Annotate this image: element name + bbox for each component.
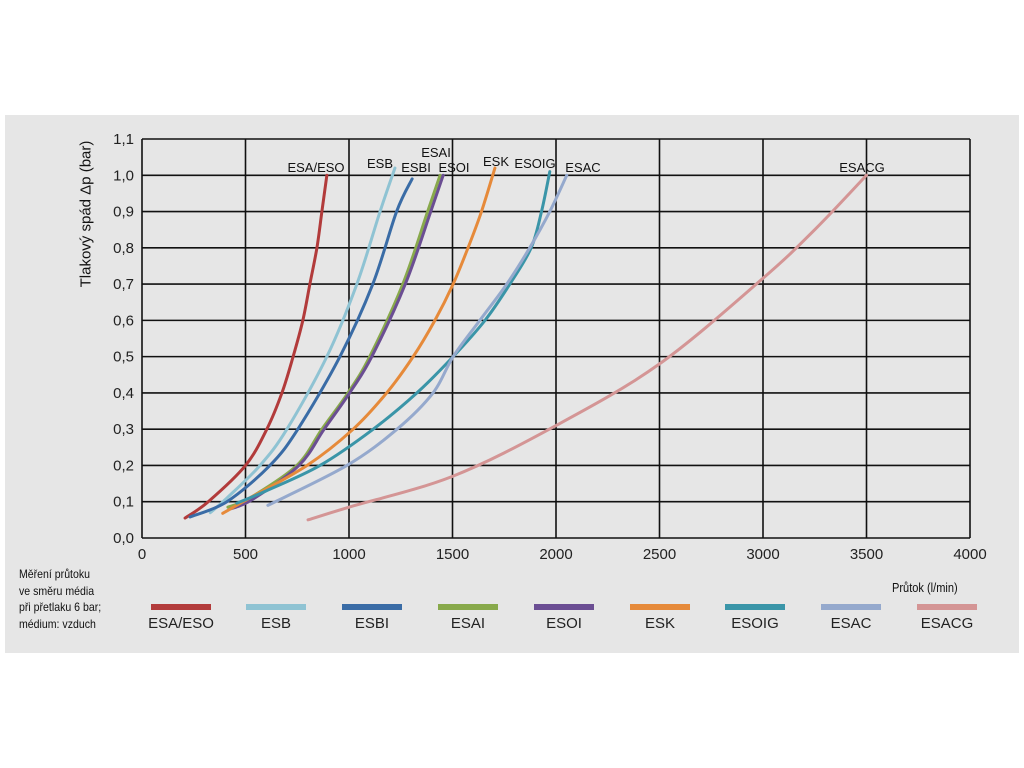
legend-item: ESACG	[902, 604, 992, 632]
series-line-esb	[208, 166, 397, 515]
legend-item: ESAC	[806, 604, 896, 632]
series-line-esa-eso	[183, 173, 329, 520]
x-tick-label: 4000	[953, 546, 986, 563]
legend-swatch	[821, 604, 881, 610]
series-line-esk	[221, 166, 497, 515]
legend-label: ESAI	[450, 615, 486, 632]
legend-label: ESOI	[546, 615, 582, 632]
y-tick-label: 0,9	[113, 204, 134, 221]
legend-item: ESAI	[423, 604, 513, 632]
series-line-esacg	[306, 173, 868, 522]
legend-label: ESB	[260, 615, 291, 632]
legend-label: ESBI	[354, 615, 390, 632]
legend-item: ESBI	[327, 604, 417, 632]
legend-swatch	[630, 604, 690, 610]
x-tick-label: 2500	[643, 546, 676, 563]
legend-item: ESB	[231, 604, 321, 632]
note-line: médium: vzduch	[19, 616, 96, 631]
note-line: Měření průtoku	[19, 567, 91, 581]
y-tick-label: 1,0	[113, 167, 134, 184]
curve-label: ESAC	[565, 160, 600, 175]
legend-swatch	[534, 604, 594, 610]
legend-swatch	[917, 604, 977, 610]
y-tick-label: 0,4	[113, 385, 134, 402]
legend-item: ESK	[615, 604, 705, 632]
x-axis-label: Průtok (l/min)	[892, 580, 958, 595]
legend-swatch	[342, 604, 402, 610]
legend-swatch	[725, 604, 785, 610]
legend-item: ESOIG	[710, 604, 800, 632]
legend-label: ESA/ESO	[148, 615, 214, 632]
y-tick-label: 0,6	[113, 312, 134, 329]
x-tick-label: 1500	[436, 546, 469, 563]
legend-swatch	[246, 604, 306, 610]
curve-label: ESOI	[438, 160, 469, 175]
curve-label: ESB	[367, 156, 393, 171]
y-tick-label: 0,8	[113, 240, 134, 257]
curve-label: ESA/ESO	[287, 160, 344, 175]
y-axis-label: Tlakový spád Δp (bar)	[77, 140, 95, 288]
x-tick-label: 2000	[539, 546, 572, 563]
legend-item: ESA/ESO	[136, 604, 226, 632]
legend-label: ESOIG	[731, 615, 779, 632]
y-tick-label: 0,1	[113, 494, 134, 511]
legend-label: ESAC	[830, 615, 872, 632]
y-tick-label: 0,3	[113, 421, 134, 438]
curve-label: ESACG	[839, 160, 885, 175]
y-tick-label: 0,2	[113, 457, 134, 474]
chart-panel	[5, 115, 1019, 653]
series-line-esoi	[228, 173, 445, 511]
curve-label: ESBI	[401, 160, 431, 175]
x-tick-label: 3500	[850, 546, 883, 563]
legend-label: ESACG	[920, 615, 974, 632]
measurement-note: Měření průtoku ve směru média při přetla…	[19, 566, 101, 632]
y-tick-label: 0,7	[113, 276, 134, 293]
x-tick-label: 1000	[332, 546, 365, 563]
x-tick-label: 0	[138, 546, 146, 563]
y-tick-label: 0,0	[113, 530, 134, 547]
y-tick-label: 0,5	[113, 349, 134, 366]
curve-label: ESAI	[421, 145, 451, 160]
x-tick-label: 3000	[746, 546, 779, 563]
curve-label: ESK	[483, 154, 509, 169]
series-line-esbi	[188, 177, 414, 519]
series-line-esac	[266, 173, 569, 507]
curve-label: ESOIG	[514, 156, 555, 171]
legend-label: ESK	[644, 615, 675, 632]
legend-swatch	[438, 604, 498, 610]
note-line: ve směru média	[19, 583, 95, 598]
note-line: při přetlaku 6 bar;	[19, 600, 102, 614]
y-tick-label: 1,1	[113, 131, 134, 148]
x-tick-label: 500	[233, 546, 258, 563]
legend-swatch	[151, 604, 211, 610]
legend-item: ESOI	[519, 604, 609, 632]
